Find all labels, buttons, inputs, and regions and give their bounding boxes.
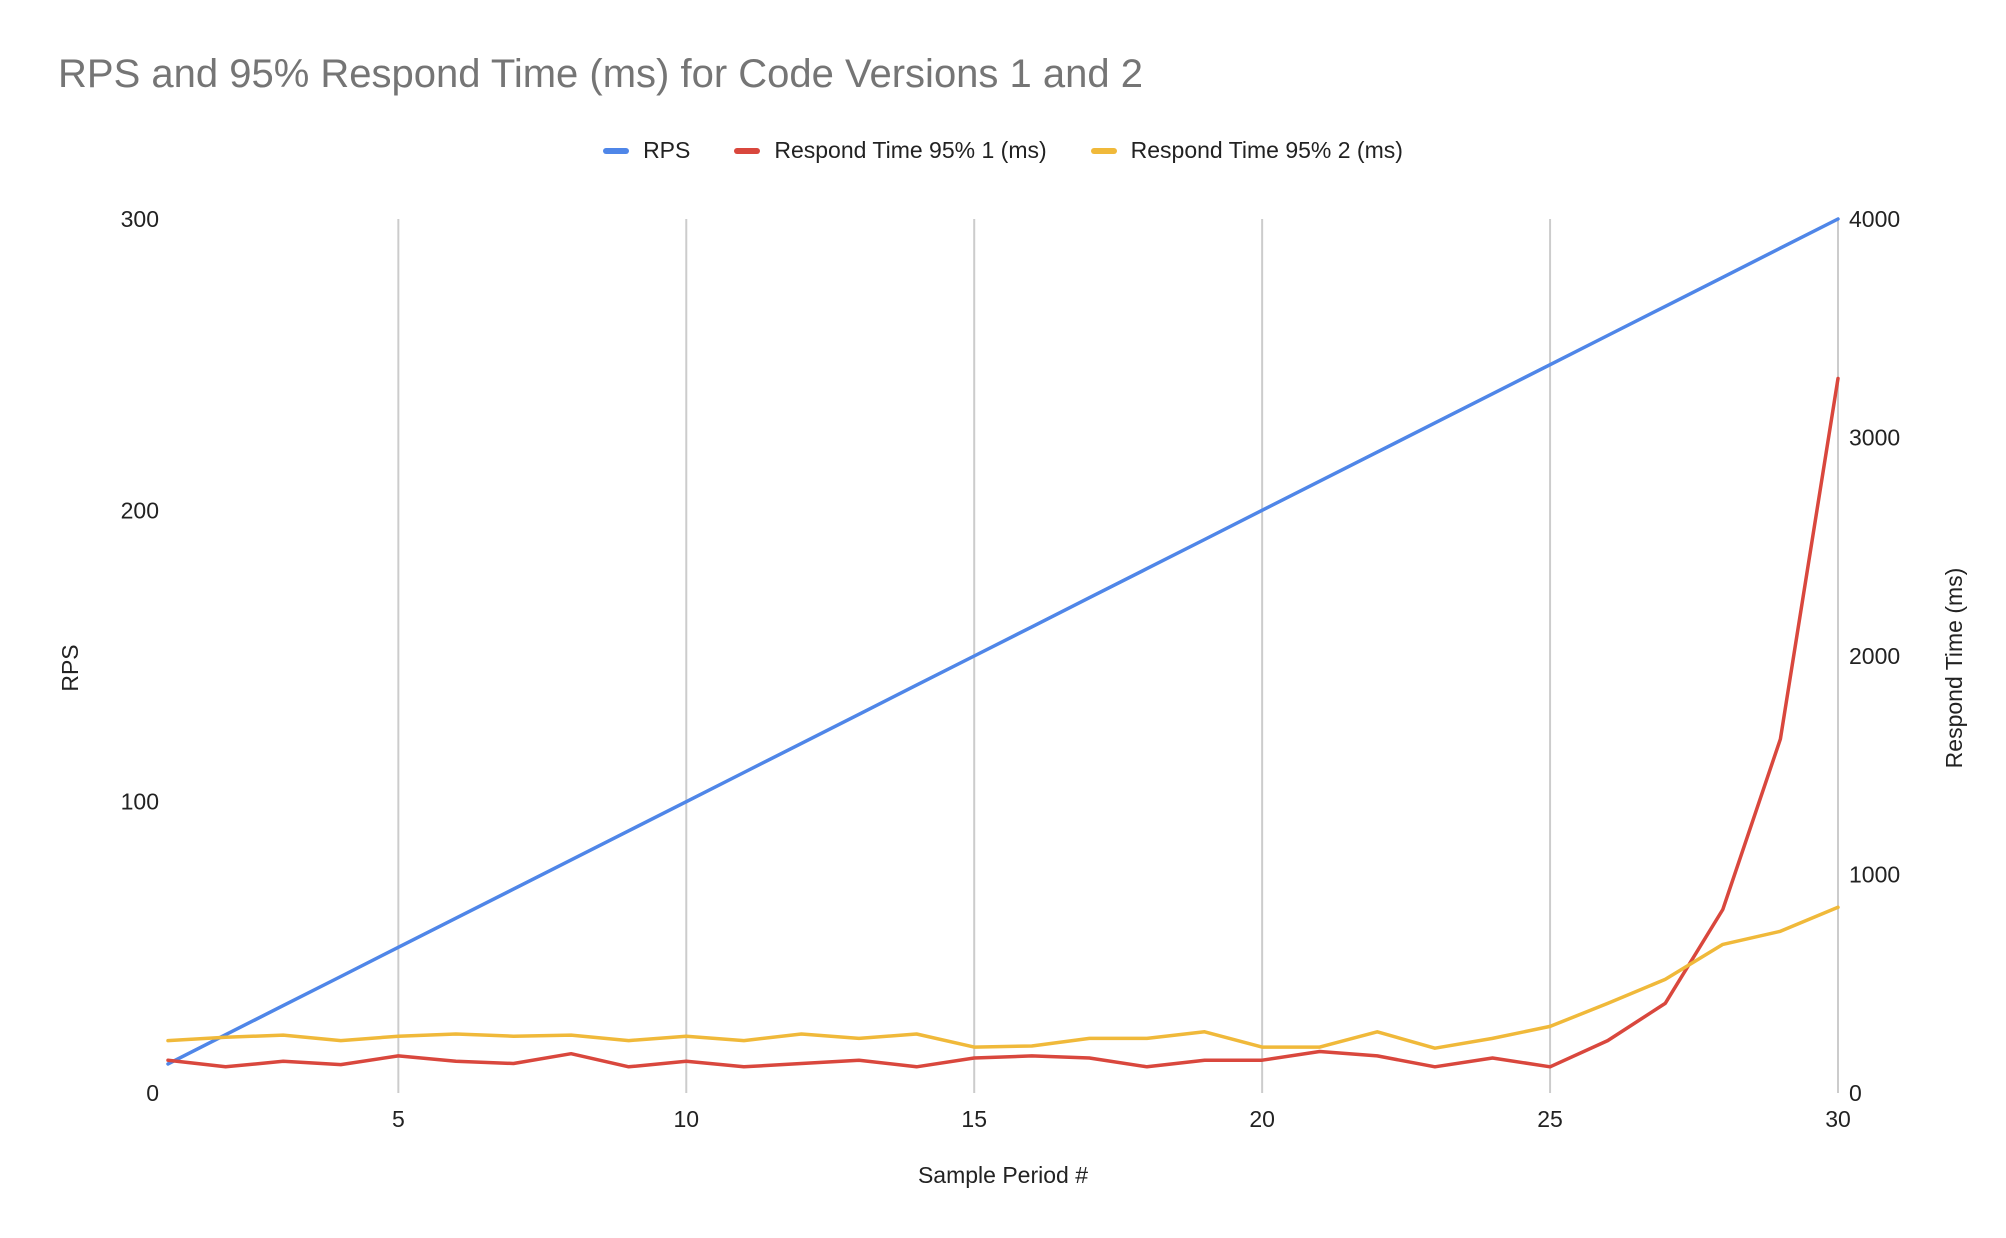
series-layer [166,217,1840,1069]
x-axis-label: Sample Period # [918,1162,1088,1188]
y-left-tick-label: 0 [146,1080,159,1106]
y-right-tick-label: 4000 [1849,206,1900,232]
y-left-tick-label: 200 [121,497,159,523]
legend-item-respond-time-2[interactable]: Respond Time 95% 2 (ms) [1090,137,1403,164]
grid-lines [397,219,1839,1093]
x-tick-label: 25 [1537,1106,1563,1132]
y-right-tick-label: 0 [1849,1080,1862,1106]
x-tick-label: 20 [1249,1106,1275,1132]
series-line-1[interactable] [166,376,1840,1069]
x-tick-label: 5 [392,1106,405,1132]
legend-swatch-rps [603,147,630,154]
series-line-0[interactable] [166,217,1840,1066]
legend-swatch-respond-time-1 [734,147,761,154]
y-axis-left-label: RPS [57,644,83,691]
legend-item-rps[interactable]: RPS [603,137,690,164]
legend-label-respond-time-2: Respond Time 95% 2 (ms) [1130,137,1403,163]
legend-swatch-respond-time-2 [1090,147,1117,154]
x-tick-label: 30 [1825,1106,1851,1132]
y-left-tick-label: 300 [121,206,159,232]
legend-label-rps: RPS [643,137,691,163]
y-left-tick-label: 100 [121,789,159,815]
series-line-2[interactable] [166,905,1840,1050]
legend-label-respond-time-1: Respond Time 95% 1 (ms) [774,137,1047,163]
y-right-tick-label: 2000 [1849,643,1900,669]
legend-item-respond-time-1[interactable]: Respond Time 95% 1 (ms) [734,137,1047,164]
x-tick-label: 10 [673,1106,699,1132]
y-axis-right-label: Respond Time (ms) [1941,568,1967,769]
chart-title: RPS and 95% Respond Time (ms) for Code V… [58,52,1143,96]
y-right-tick-label: 3000 [1849,425,1900,451]
y-right-tick-label: 1000 [1849,862,1900,888]
x-tick-label: 15 [961,1106,987,1132]
legend: RPS Respond Time 95% 1 (ms) Respond Time… [0,137,2006,164]
